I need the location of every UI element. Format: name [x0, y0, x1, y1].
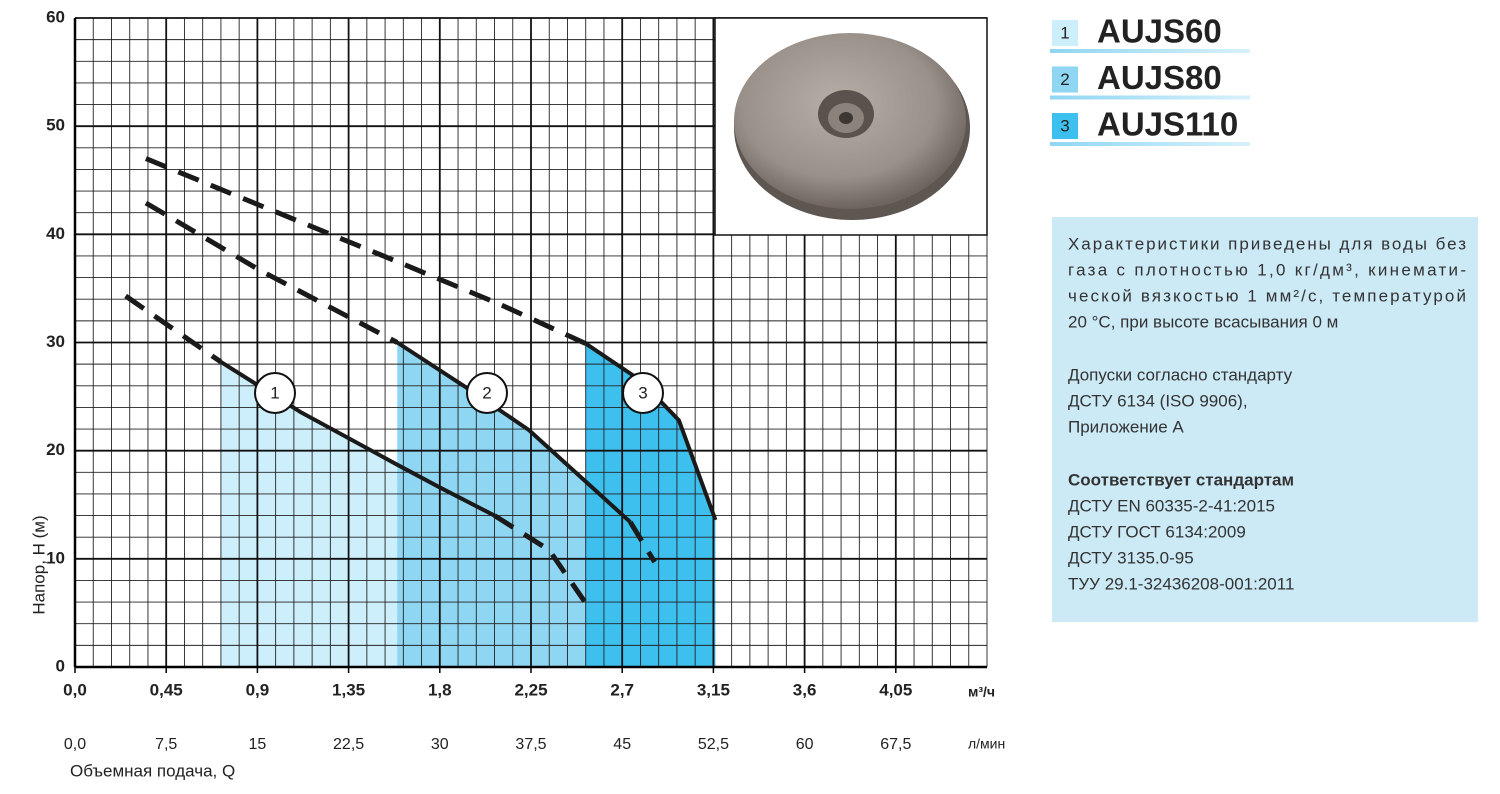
curve	[124, 293, 223, 365]
x-tick-label: 4,05	[879, 680, 912, 699]
curve	[144, 156, 587, 346]
legend-label: AUJS60	[1097, 13, 1222, 50]
legend-underline	[1050, 95, 1250, 100]
info-panel	[1052, 217, 1478, 622]
legend-number: 1	[1060, 23, 1069, 42]
x2-unit: л/мин	[968, 736, 1005, 752]
legend-swatch	[1052, 20, 1078, 46]
x2-tick-label: 67,5	[880, 736, 911, 753]
info-line: Характеристики приведены для воды без	[1068, 234, 1466, 253]
x-tick-label: 2,7	[610, 680, 634, 699]
x2-tick-label: 45	[613, 736, 631, 753]
info-line: ДСТУ ГОСТ 6134:2009	[1068, 522, 1246, 541]
y-axis-title: Напор, Н (м)	[29, 515, 48, 614]
curve-badge-label: 3	[638, 383, 647, 402]
x-axis-title: Объемная подача, Q	[70, 761, 235, 780]
curve	[628, 520, 657, 564]
x-tick-label: 1,35	[332, 680, 365, 699]
legend-underline	[1050, 142, 1250, 146]
x-tick-label: 2,25	[514, 680, 547, 699]
y-tick-label: 20	[46, 440, 65, 459]
area	[585, 343, 716, 667]
x-tick-label: 0,0	[63, 680, 87, 699]
info-line: Допуски согласно стандарту	[1068, 365, 1293, 384]
curves: 1 2 3	[124, 156, 718, 605]
info-line: Приложение А	[1068, 417, 1184, 436]
legend-number: 2	[1060, 70, 1069, 89]
x-tick-label: 0,45	[150, 680, 183, 699]
impeller-shaft	[839, 112, 853, 124]
curve	[144, 200, 399, 345]
x2-tick-label: 7,5	[155, 736, 177, 753]
info-line: ТУУ 29.1-32436208-001:2011	[1068, 574, 1294, 593]
x2-tick-label: 30	[431, 736, 449, 753]
y-tick-label: 40	[46, 224, 65, 243]
x2-tick-label: 60	[796, 736, 814, 753]
x2-tick-label: 15	[249, 736, 267, 753]
y-tick-label: 30	[46, 332, 65, 351]
legend: 1 AUJS60 2 AUJS80 3 AUJS110	[1050, 13, 1250, 146]
info-line: ДСТУ 3135.0-95	[1068, 548, 1194, 567]
info-line: ческой вязкостью 1 мм²/с, температурой	[1068, 286, 1466, 305]
x-tick-label: 1,8	[428, 680, 452, 699]
axes: 0 10 20 30 40 50 60 0,0 0,45 0,9 1,35 1,8 2,25 2,7 3,1…	[46, 7, 987, 753]
legend-underline	[1050, 49, 1250, 53]
curve	[493, 513, 588, 605]
curve	[396, 340, 632, 524]
x-unit: м³/ч	[968, 684, 995, 700]
y-tick-label: 0	[56, 656, 65, 675]
x-tick-label: 3,6	[793, 680, 817, 699]
x2-tick-label: 22,5	[333, 736, 364, 753]
info-line: 20 °С, при высоте всасывания 0 м	[1068, 312, 1338, 331]
curve-badge-label: 2	[482, 383, 491, 402]
y-tick-label: 50	[46, 116, 65, 135]
legend-label: AUJS80	[1097, 59, 1222, 96]
legend-number: 3	[1060, 116, 1069, 135]
info-line: ДСТУ EN 60335-2-41:2015	[1068, 496, 1275, 515]
info-line: ДСТУ 6134 (ISO 9906),	[1068, 391, 1248, 410]
legend-swatch	[1052, 66, 1078, 93]
curve-badge-label: 1	[270, 383, 279, 402]
x-tick-label: 0,9	[246, 680, 270, 699]
legend-label: AUJS110	[1097, 106, 1238, 143]
curve-badge	[622, 372, 664, 414]
photo	[714, 17, 988, 236]
x2-tick-label: 0,0	[64, 736, 86, 753]
y-tick-label: 60	[46, 7, 65, 26]
legend-swatch	[1052, 113, 1078, 139]
y-tick-label: 10	[46, 548, 65, 567]
x-tick-label: 3,15	[697, 680, 730, 699]
curve-badge	[466, 372, 508, 414]
curve-badge	[254, 372, 296, 414]
info-heading: Соответствует стандартам	[1068, 470, 1294, 489]
x2-tick-label: 52,5	[698, 736, 729, 753]
x2-tick-label: 37,5	[515, 736, 546, 753]
